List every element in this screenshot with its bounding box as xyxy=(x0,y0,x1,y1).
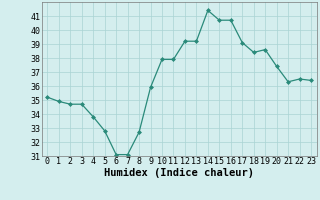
X-axis label: Humidex (Indice chaleur): Humidex (Indice chaleur) xyxy=(104,168,254,178)
